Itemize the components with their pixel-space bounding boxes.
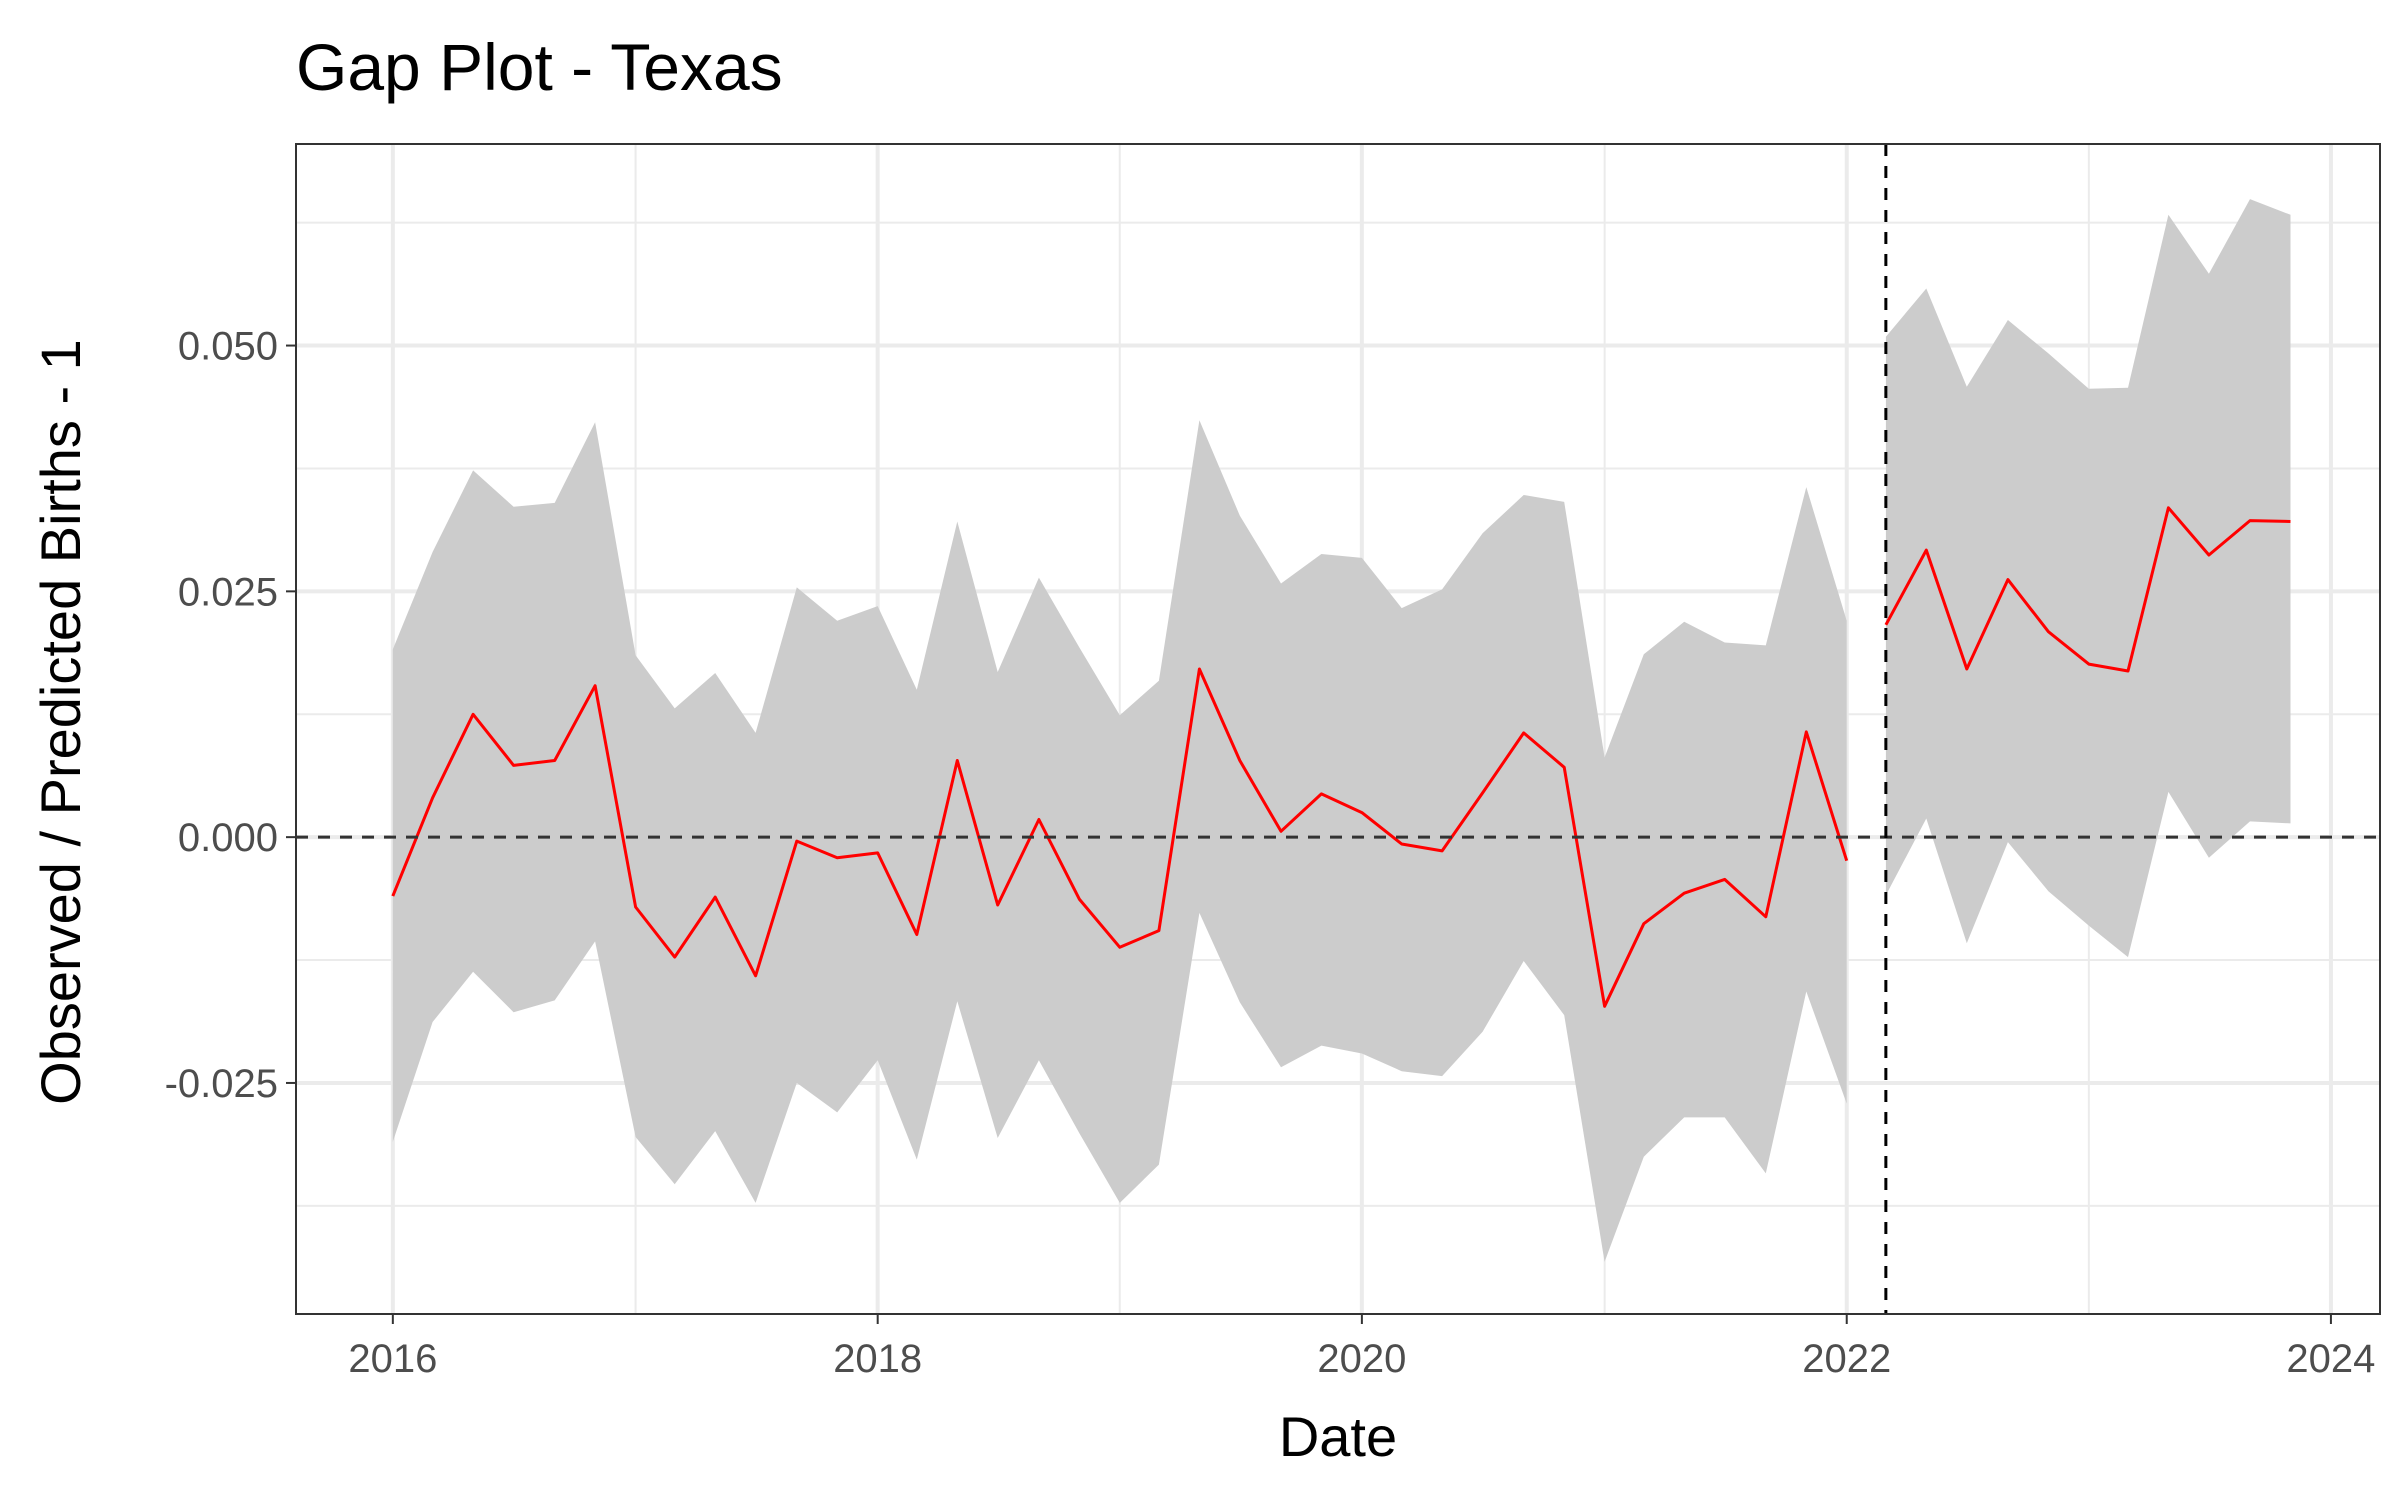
confidence-band-1 [1885, 199, 2291, 958]
x-tick-label-1: 2018 [833, 1337, 922, 1381]
x-axis-title: Date [1279, 1405, 1397, 1468]
y-tick-label-1: 0.025 [178, 570, 278, 614]
plot-area [295, 143, 2381, 1315]
gap-line-0 [391, 667, 1849, 1008]
confidence-band-0 [392, 420, 1847, 1262]
x-tick-label-2: 2020 [1317, 1337, 1406, 1381]
x-tick-label-0: 2016 [348, 1337, 437, 1381]
x-tick-label-3: 2022 [1802, 1337, 1891, 1381]
x-tick-label-4: 2024 [2286, 1337, 2375, 1381]
y-axis-title: Observed / Predicted Births - 1 [29, 339, 92, 1105]
panel-border [295, 143, 2381, 1315]
y-tick-label-3: -0.025 [165, 1062, 278, 1106]
gap-line-1 [1884, 506, 2291, 673]
x-axis-ticks: 2016 2018 2020 2022 2024 [348, 1314, 2375, 1381]
y-axis-ticks: 0.050 0.025 0.000 -0.025 [165, 325, 296, 1106]
chart-title: Gap Plot - Texas [296, 30, 783, 104]
y-tick-label-2: 0.000 [178, 816, 278, 860]
y-tick-label-0: 0.050 [178, 325, 278, 369]
